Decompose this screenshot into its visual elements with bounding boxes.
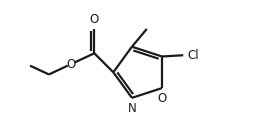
Text: N: N xyxy=(127,102,136,115)
Text: O: O xyxy=(157,92,167,106)
Text: Cl: Cl xyxy=(188,49,199,62)
Text: O: O xyxy=(90,13,99,26)
Text: O: O xyxy=(67,58,76,71)
